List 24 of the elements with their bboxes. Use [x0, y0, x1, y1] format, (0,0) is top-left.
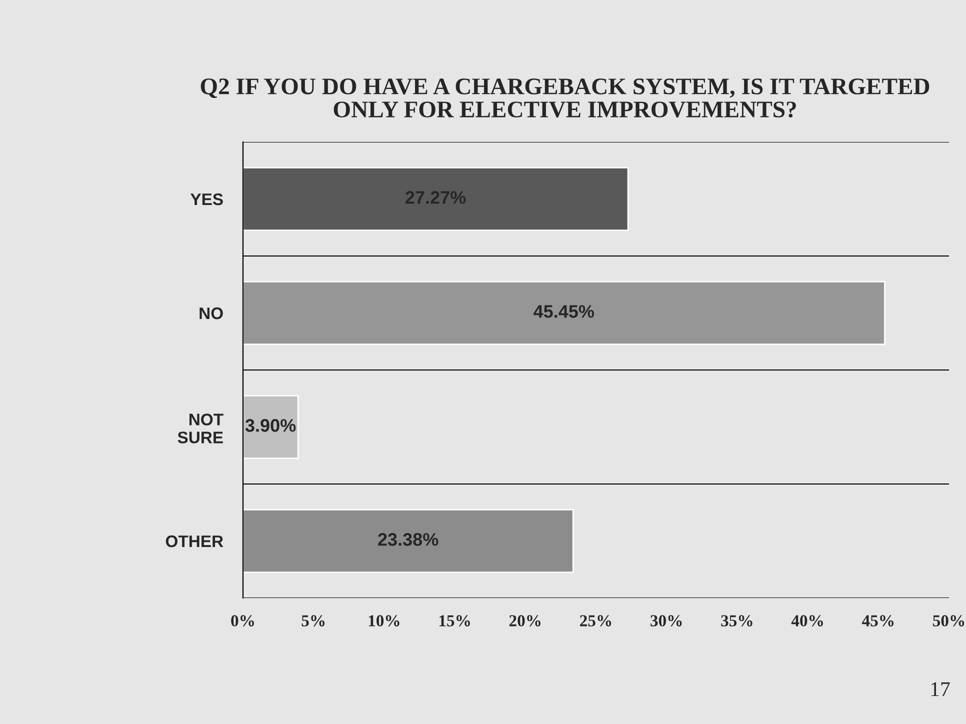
y-tick-label: OTHER — [166, 535, 224, 548]
x-tick-label: 50% — [933, 615, 964, 626]
x-tick-label: 35% — [721, 615, 752, 626]
data-label: 3.90% — [245, 419, 296, 432]
data-label: 45.45% — [534, 305, 594, 318]
y-tick-label: NO — [200, 307, 223, 320]
x-tick-label: 20% — [509, 615, 541, 626]
x-tick-label: 0% — [231, 615, 254, 626]
bar — [243, 394, 299, 460]
data-label: 23.38% — [378, 533, 438, 546]
bar — [243, 166, 629, 232]
chart-title: Q2 IF YOU DO HAVE A CHARGEBACK SYSTEM, IS IT TARGETED ONLY FOR ELECTIVE IMPROVEMENTS? — [200, 78, 930, 118]
x-tick-label: 45% — [862, 615, 894, 626]
x-tick-label: 15% — [439, 615, 470, 626]
x-tick-label: 30% — [650, 615, 682, 626]
y-tick-label: YES — [190, 193, 223, 206]
text: 17 — [931, 682, 950, 696]
x-tick-label: 5% — [302, 615, 325, 626]
bar — [243, 280, 886, 346]
x-tick-label: 25% — [580, 615, 612, 626]
x-tick-label: 40% — [791, 615, 823, 626]
bar — [243, 508, 574, 574]
y-tick-label: NOT SURE — [178, 414, 224, 444]
x-tick-label: 10% — [368, 615, 400, 626]
